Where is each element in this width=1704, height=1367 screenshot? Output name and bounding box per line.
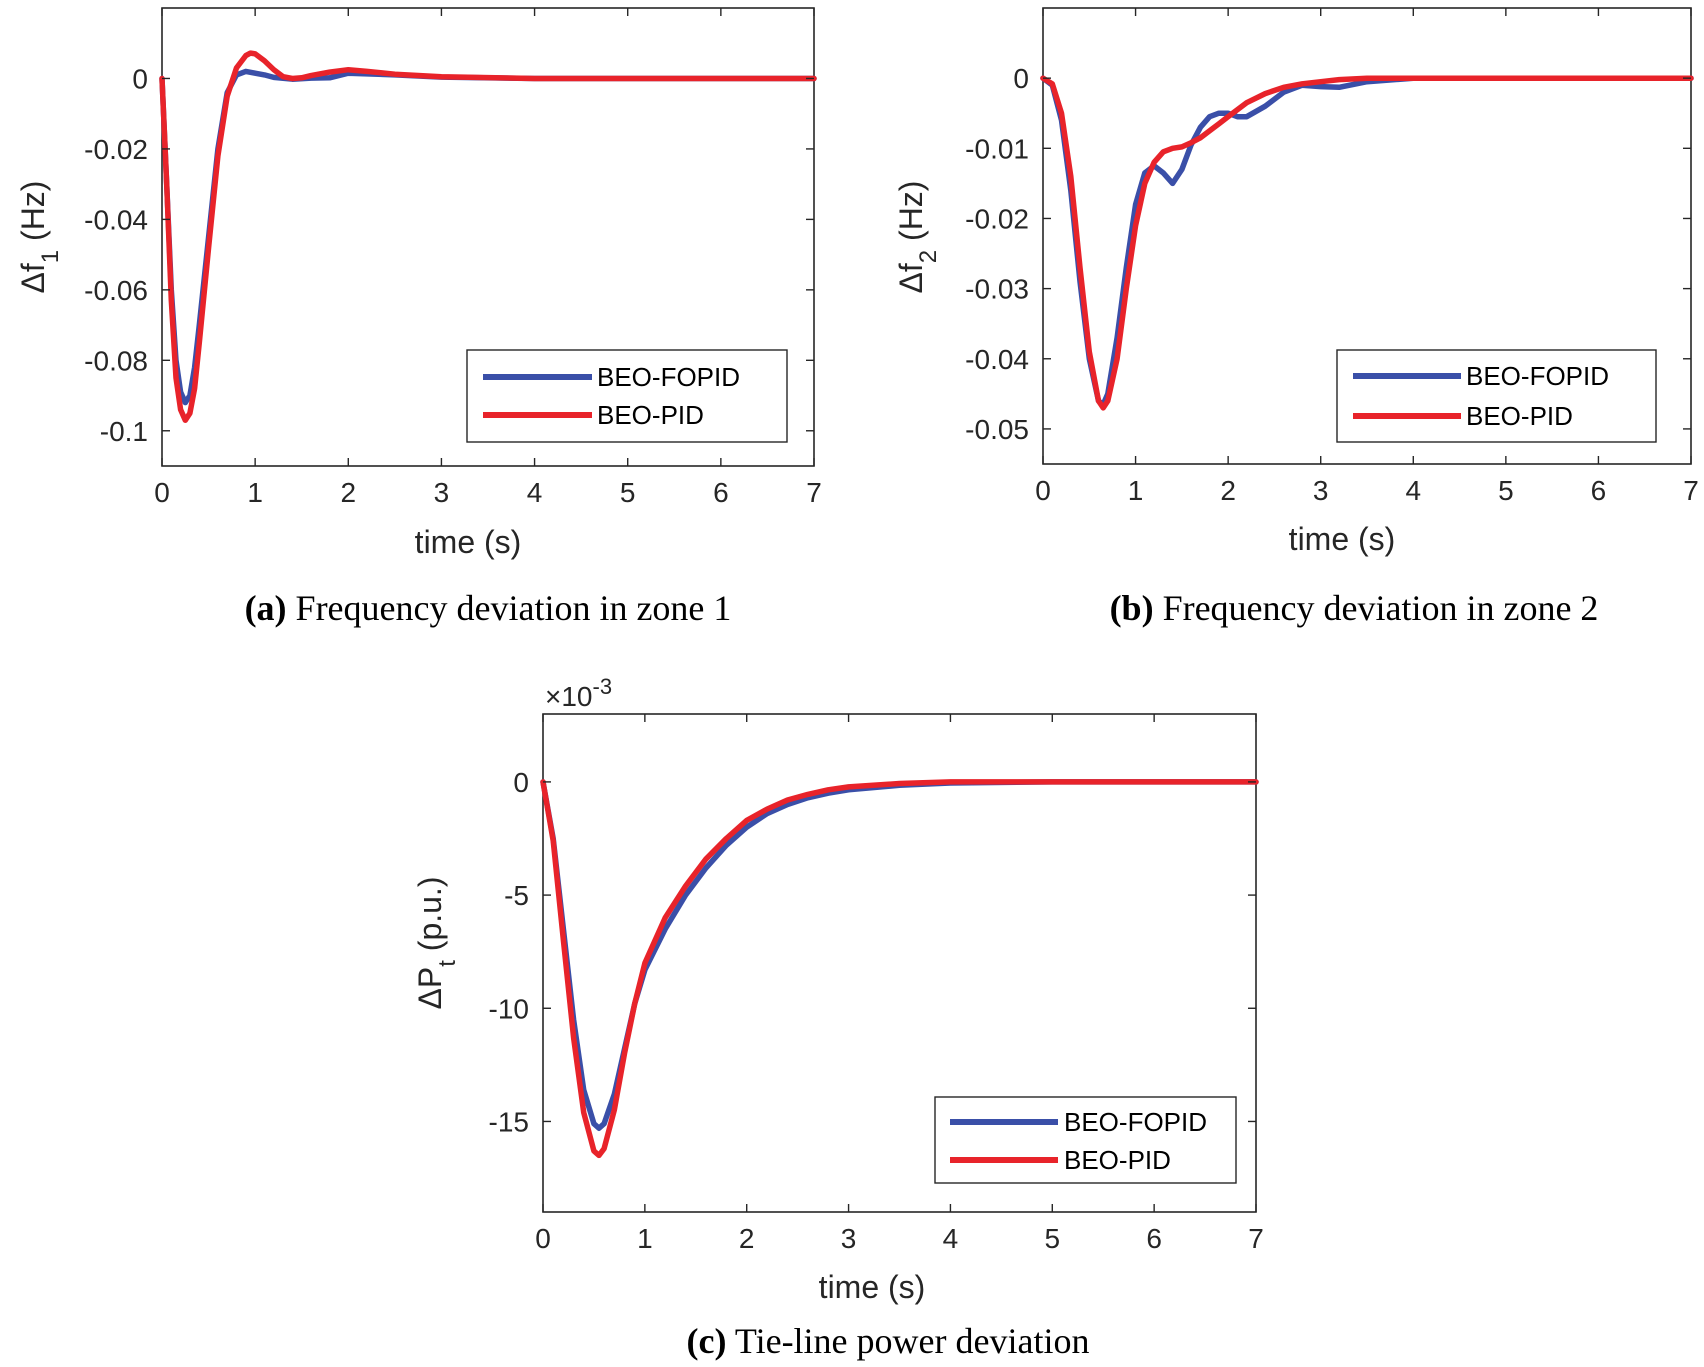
series-line-pid-a	[159, 50, 817, 423]
x-tick-label-b-0: 0	[1035, 475, 1051, 506]
ylabel-unit-b: (Hz)	[893, 181, 929, 250]
x-tick-label-c-4: 4	[943, 1223, 959, 1254]
y-tick-label-b-4: -0.04	[965, 344, 1029, 375]
ylabel-b: Δf2 (Hz)	[893, 181, 942, 294]
ylabel-a: Δf1 (Hz)	[15, 181, 64, 294]
y-tick-label-a-5: -0.1	[100, 416, 148, 447]
ylabel-main-c: ΔP	[412, 967, 448, 1010]
panel-a: time (s) Δf1 (Hz) BEO-FOPID BEO-PID (a) …	[15, 7, 822, 628]
y-tick-label-c-0: 0	[513, 767, 529, 798]
x-tick-label-c-5: 5	[1044, 1223, 1060, 1254]
x-tick-label-a-5: 5	[620, 477, 636, 508]
exponent-base-c: ×10	[545, 681, 593, 712]
y-tick-label-b-0: 0	[1013, 63, 1029, 94]
ylabel-sub-b: 2	[915, 250, 942, 263]
x-tick-label-b-2: 2	[1220, 475, 1236, 506]
x-tick-label-c-0: 0	[535, 1223, 551, 1254]
xlabel-a: time (s)	[415, 524, 522, 560]
y-tick-label-a-3: -0.06	[84, 275, 148, 306]
y-tick-label-a-1: -0.02	[84, 134, 148, 165]
caption-label-a: (a)	[245, 588, 287, 628]
x-tick-label-c-1: 1	[637, 1223, 653, 1254]
plot-body-a	[159, 50, 817, 423]
legend-label-pid-c: BEO-PID	[1064, 1145, 1171, 1175]
y-tick-label-b-1: -0.01	[965, 133, 1029, 164]
legend-label-fopid-b: BEO-FOPID	[1466, 361, 1609, 391]
xlabel-c: time (s)	[819, 1269, 926, 1305]
x-tick-label-a-4: 4	[527, 477, 543, 508]
x-tick-label-b-3: 3	[1313, 475, 1329, 506]
legend-label-pid-b: BEO-PID	[1466, 401, 1573, 431]
y-tick-label-b-3: -0.03	[965, 274, 1029, 305]
caption-c: (c) Tie-line power deviation	[687, 1321, 1090, 1361]
x-tick-label-a-7: 7	[806, 477, 822, 508]
legend-label-fopid-a: BEO-FOPID	[597, 362, 740, 392]
legend-label-fopid-c: BEO-FOPID	[1064, 1107, 1207, 1137]
legend-box-c	[934, 1096, 1237, 1184]
legend-a: BEO-FOPID BEO-PID	[466, 349, 788, 443]
caption-text-c: Tie-line power deviation	[735, 1321, 1090, 1361]
x-tick-label-c-2: 2	[739, 1223, 755, 1254]
panel-c: time (s) ΔPt (p.u.) ×10-3 BEO-FOPID BEO-…	[412, 674, 1264, 1362]
legend-b: BEO-FOPID BEO-PID	[1336, 349, 1657, 443]
exponent-power-c: -3	[593, 674, 613, 699]
x-tick-label-b-1: 1	[1128, 475, 1144, 506]
ylabel-main-a: Δf	[15, 263, 51, 293]
caption-a: (a) Frequency deviation in zone 1	[245, 588, 732, 628]
ylabel-c: ΔPt (p.u.)	[412, 877, 461, 1010]
x-tick-label-b-5: 5	[1498, 475, 1514, 506]
exponent-label-c: ×10-3	[545, 674, 612, 713]
caption-text-b: Frequency deviation in zone 2	[1163, 588, 1599, 628]
y-tick-label-c-2: -10	[489, 993, 529, 1024]
plot-body-c	[540, 779, 1259, 1159]
plot-frame-b	[1042, 7, 1692, 465]
legend-c: BEO-FOPID BEO-PID	[934, 1096, 1237, 1184]
y-tick-label-a-4: -0.08	[84, 345, 148, 376]
ylabel-unit-c: (p.u.)	[412, 877, 448, 961]
legend-box-a	[466, 349, 788, 443]
caption-label-b: (b)	[1110, 588, 1154, 628]
plot-frame-a	[161, 7, 815, 467]
panel-b: time (s) Δf2 (Hz) BEO-FOPID BEO-PID (b) …	[893, 7, 1699, 628]
x-tick-label-b-7: 7	[1683, 475, 1699, 506]
ylabel-unit-a: (Hz)	[15, 181, 51, 250]
x-tick-label-a-2: 2	[340, 477, 356, 508]
y-tick-label-a-2: -0.04	[84, 204, 148, 235]
y-tick-label-c-1: -5	[504, 880, 529, 911]
y-tick-label-a-0: 0	[132, 63, 148, 94]
x-tick-label-b-6: 6	[1591, 475, 1607, 506]
x-tick-label-c-6: 6	[1146, 1223, 1162, 1254]
x-tick-label-a-0: 0	[154, 477, 170, 508]
x-tick-label-a-1: 1	[247, 477, 263, 508]
x-tick-label-c-3: 3	[841, 1223, 857, 1254]
xlabel-b: time (s)	[1289, 521, 1396, 557]
x-tick-label-a-6: 6	[713, 477, 729, 508]
caption-label-c: (c)	[687, 1321, 727, 1361]
ylabel-sub-a: 1	[37, 250, 64, 263]
series-line-pid-b	[1040, 75, 1694, 411]
plot-body-b	[1040, 75, 1694, 411]
x-tick-label-a-3: 3	[434, 477, 450, 508]
y-tick-label-c-3: -15	[489, 1106, 529, 1137]
x-tick-label-c-7: 7	[1248, 1223, 1264, 1254]
x-tick-label-b-4: 4	[1405, 475, 1421, 506]
legend-label-pid-a: BEO-PID	[597, 400, 704, 430]
y-tick-label-b-2: -0.02	[965, 203, 1029, 234]
ylabel-sub-c: t	[434, 960, 461, 967]
series-line-pid-c	[540, 779, 1259, 1159]
y-tick-label-b-5: -0.05	[965, 414, 1029, 445]
legend-box-b	[1336, 349, 1657, 443]
ylabel-main-b: Δf	[893, 263, 929, 293]
plot-frame-c	[542, 713, 1257, 1213]
caption-text-a: Frequency deviation in zone 1	[296, 588, 732, 628]
caption-b: (b) Frequency deviation in zone 2	[1110, 588, 1599, 628]
